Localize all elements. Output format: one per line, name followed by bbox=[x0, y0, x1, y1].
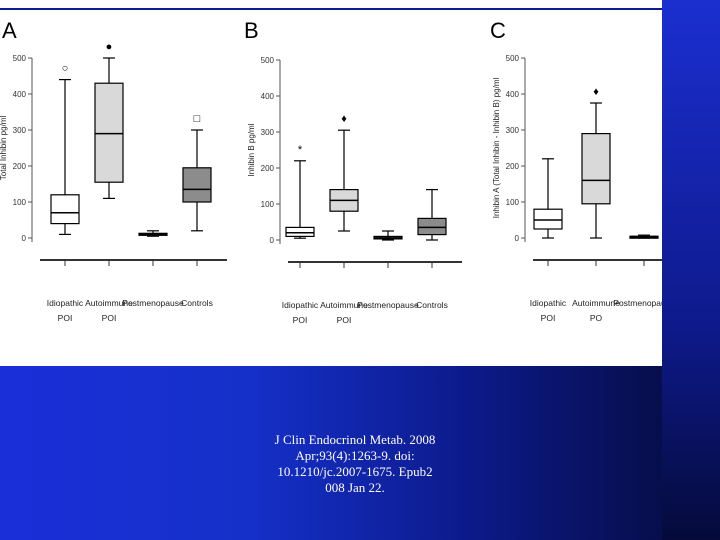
y-tick-label: 200 bbox=[13, 162, 27, 171]
significance-marker: ● bbox=[106, 41, 113, 53]
y-tick-label: 300 bbox=[13, 126, 27, 135]
box-idiopathic-poi: Idiopathic POI bbox=[530, 158, 567, 323]
x-tick-label: Postmenopause bbox=[357, 300, 419, 310]
x-tick-label: Idiopathic bbox=[47, 298, 84, 308]
y-tick-label: 500 bbox=[13, 54, 27, 63]
x-tick-label: Controls bbox=[416, 300, 448, 310]
figure-area: A 0 100 200 300 400 500 Total Inhibin pg/ml ○ Idi… bbox=[0, 10, 720, 366]
y-tick-label: 0 bbox=[22, 234, 27, 243]
y-axis-label: Inhibin B pg/ml bbox=[247, 123, 256, 176]
y-tick-label: 200 bbox=[261, 164, 275, 173]
background-right-band bbox=[662, 0, 720, 540]
y-tick-label: 100 bbox=[13, 198, 27, 207]
citation-line: Apr;93(4):1263-9. doi: bbox=[295, 448, 415, 463]
top-rule bbox=[0, 8, 662, 11]
y-axis-label: Inhibin A (Total Inhibin - Inhibin B) pg… bbox=[492, 78, 501, 219]
x-tick-label: Controls bbox=[181, 298, 213, 308]
box-postmenopause: Postmenopause bbox=[613, 234, 675, 308]
panel-label: C bbox=[490, 18, 506, 43]
x-tick-label: Autoimmune bbox=[85, 298, 133, 308]
panel-c: C 0 100 200 300 400 500 Inhibin A (Total Inhibi… bbox=[490, 18, 720, 323]
y-axis-label: Total Inhibin pg/ml bbox=[0, 116, 8, 181]
box-iqr bbox=[581, 132, 611, 205]
x-tick-label: Idiopathic bbox=[282, 300, 319, 310]
y-tick-label: 500 bbox=[506, 54, 520, 63]
box-postmenopause: Postmenopause bbox=[357, 230, 419, 310]
x-tick-label: Autoimmune bbox=[572, 298, 620, 308]
x-tick-label: POI bbox=[541, 313, 556, 323]
x-tick-label: POI bbox=[102, 313, 117, 323]
box-idiopathic-poi: * Idiopathic POI bbox=[282, 144, 319, 325]
y-tick-label: 400 bbox=[506, 90, 520, 99]
citation-line: 008 Jan 22. bbox=[325, 480, 385, 495]
significance-marker: ♦ bbox=[593, 86, 599, 98]
significance-marker: □ bbox=[194, 113, 201, 125]
x-tick-label: POI bbox=[58, 313, 73, 323]
x-tick-label: Postmenopause bbox=[613, 298, 662, 308]
y-tick-label: 100 bbox=[261, 200, 275, 209]
box-autoimmune-poi: ● Autoimmune POI bbox=[85, 41, 133, 323]
y-tick-label: 0 bbox=[515, 234, 520, 243]
box-iqr bbox=[417, 217, 447, 236]
box-iqr bbox=[285, 226, 315, 237]
significance-marker: ♦ bbox=[341, 113, 347, 125]
x-tick-label: Postmenopause bbox=[122, 298, 184, 308]
box-iqr bbox=[94, 82, 124, 183]
box-controls: Controls bbox=[416, 189, 448, 310]
y-tick-label: 500 bbox=[261, 56, 275, 65]
panel-label: B bbox=[244, 18, 259, 43]
box-idiopathic-poi: ○ Idiopathic POI bbox=[47, 63, 84, 323]
box-autoimmune-poi: ♦ Autoimmune PO bbox=[572, 86, 620, 323]
x-tick-label: POI bbox=[337, 315, 352, 325]
y-tick-label: 400 bbox=[261, 92, 275, 101]
y-tick-label: 300 bbox=[506, 126, 520, 135]
box-controls: □ Controls bbox=[181, 113, 213, 308]
x-tick-label: Autoimmune bbox=[320, 300, 368, 310]
x-tick-label: POI bbox=[293, 315, 308, 325]
box-iqr bbox=[533, 208, 563, 230]
citation-line: J Clin Endocrinol Metab. 2008 bbox=[274, 432, 436, 447]
y-tick-label: 300 bbox=[261, 128, 275, 137]
citation-line: 10.1210/jc.2007-1675. Epub2 bbox=[277, 464, 433, 479]
y-tick-label: 200 bbox=[506, 162, 520, 171]
citation: J Clin Endocrinol Metab. 2008 Apr;93(4):… bbox=[200, 432, 510, 496]
panel-label: A bbox=[2, 18, 17, 43]
box-postmenopause: Postmenopause bbox=[122, 230, 184, 308]
box-iqr bbox=[50, 194, 80, 225]
y-tick-label: 100 bbox=[506, 198, 520, 207]
y-tick-label: 0 bbox=[270, 236, 275, 245]
significance-marker: * bbox=[298, 144, 303, 156]
box-iqr bbox=[182, 167, 212, 203]
panel-b: B 0 100 200 300 400 500 Inhibin B pg/ml * Idiopat… bbox=[244, 18, 462, 325]
x-tick-label: PO bbox=[590, 313, 603, 323]
y-tick-label: 400 bbox=[13, 90, 27, 99]
box-autoimmune-poi: ♦ Autoimmune POI bbox=[320, 113, 368, 325]
significance-marker: ○ bbox=[62, 63, 69, 75]
panel-a: A 0 100 200 300 400 500 Total Inhibin pg/ml ○ Idi… bbox=[0, 18, 227, 323]
boxplot-figure: A 0 100 200 300 400 500 Total Inhibin pg/ml ○ Idi… bbox=[0, 18, 720, 325]
background-bottom-band bbox=[0, 366, 720, 540]
x-tick-label: Idiopathic bbox=[530, 298, 567, 308]
